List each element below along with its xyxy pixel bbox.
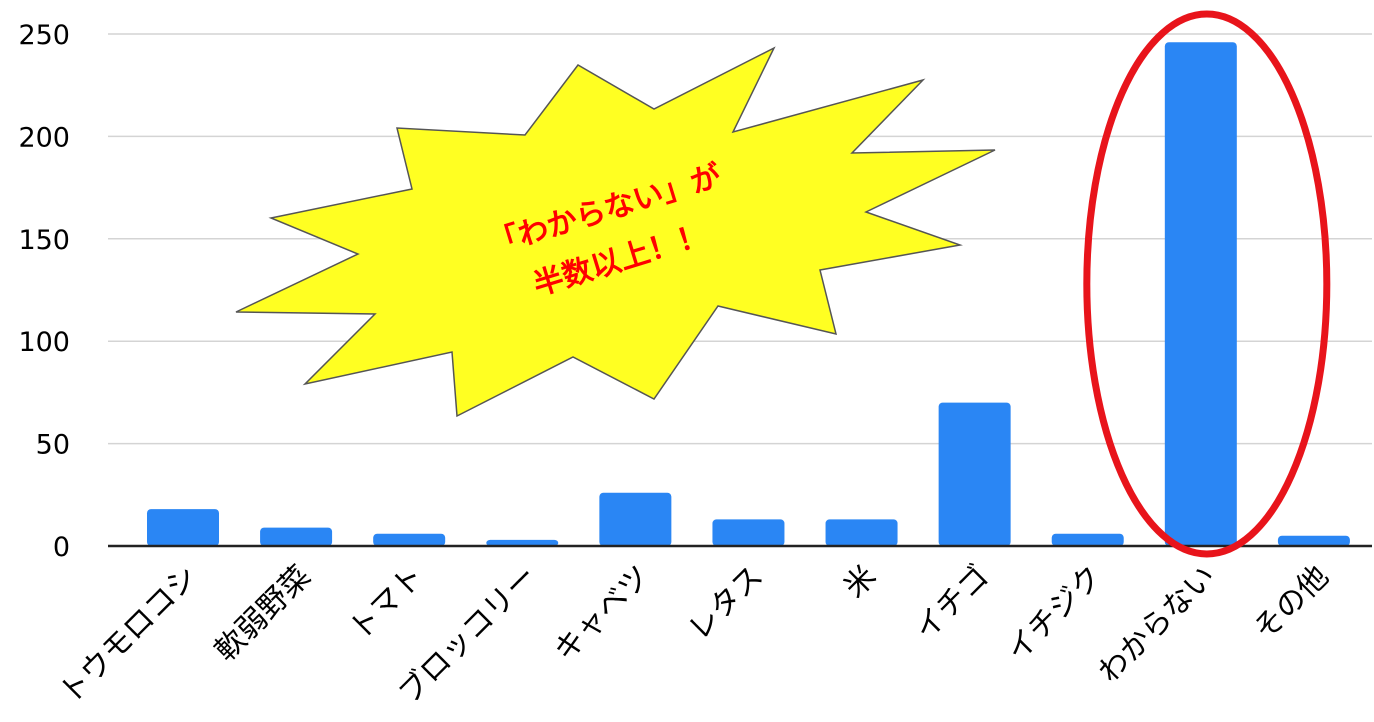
- x-tick-label: トウモロコシ: [53, 559, 205, 711]
- x-axis-ticks: トウモロコシ 軟弱野菜 トマトブロッコリー キャベツ レタス米イチゴ イチジクわからないそ…: [53, 559, 1336, 711]
- x-tick-label: レタス: [682, 559, 770, 647]
- x-tick-label: 米: [837, 559, 883, 605]
- x-tick-label: トマト: [342, 559, 430, 647]
- bar: [373, 533, 446, 546]
- bar: [147, 509, 219, 546]
- bar: [712, 519, 785, 546]
- bar: [938, 402, 1011, 546]
- bars: [147, 42, 1350, 546]
- x-tick-label: わからない: [1092, 559, 1223, 690]
- bar: [825, 519, 898, 546]
- y-tick-label: 0: [53, 532, 70, 563]
- bar: [1277, 535, 1350, 546]
- y-tick-label: 250: [18, 20, 70, 51]
- bar: [260, 527, 333, 546]
- x-tick-label: その他: [1247, 559, 1335, 647]
- x-tick-label: イチジク: [1000, 559, 1110, 669]
- x-tick-label: 軟弱野菜: [208, 559, 318, 669]
- y-tick-label: 150: [18, 225, 70, 256]
- x-tick-label: キャベツ: [547, 559, 657, 669]
- y-axis-ticks: 0 50 100 150 200 250: [18, 20, 70, 563]
- bar: [1164, 42, 1237, 546]
- bar: [599, 492, 672, 546]
- y-tick-label: 100: [18, 327, 70, 358]
- x-tick-label: イチゴ: [908, 559, 996, 647]
- highlight-ellipse: [1083, 10, 1331, 558]
- bar: [486, 539, 559, 546]
- bar: [1051, 533, 1124, 546]
- y-tick-label: 50: [36, 430, 70, 461]
- y-tick-label: 200: [18, 122, 70, 153]
- annotation-burst: [235, 46, 996, 418]
